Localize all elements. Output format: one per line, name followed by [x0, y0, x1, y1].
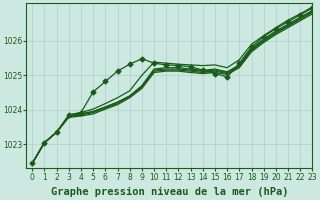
X-axis label: Graphe pression niveau de la mer (hPa): Graphe pression niveau de la mer (hPa)	[51, 187, 288, 197]
